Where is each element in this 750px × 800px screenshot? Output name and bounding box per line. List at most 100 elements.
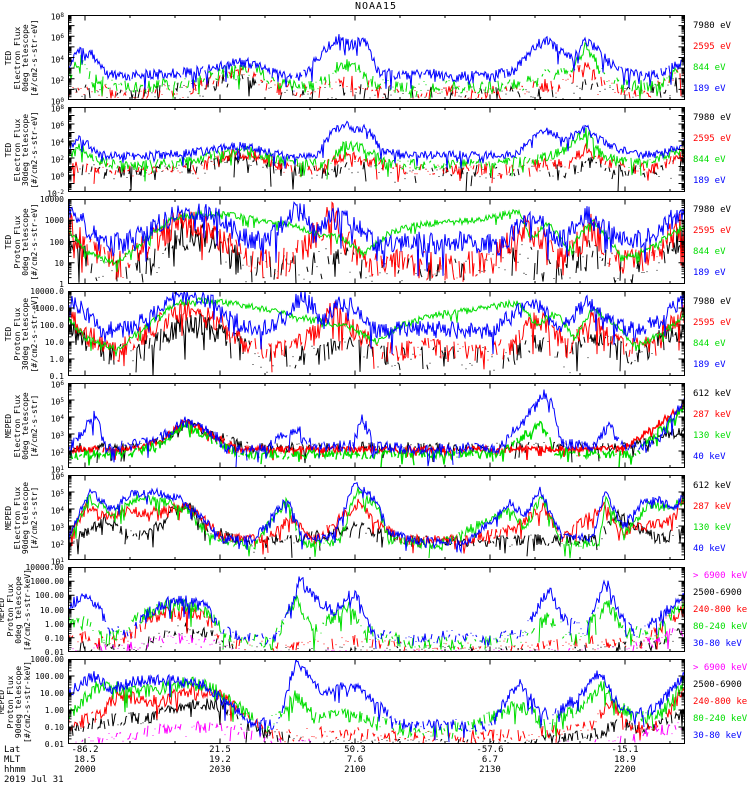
y-tick-label: 102 xyxy=(50,540,64,550)
panel-frame-ticks xyxy=(68,199,685,284)
y-tick-label: 1.0 xyxy=(49,355,64,364)
panel-frame-ticks xyxy=(68,15,685,100)
y-tick-label: 10000.0 xyxy=(30,287,64,296)
y-tick-label: 1000.00 xyxy=(30,577,64,587)
chart-title: NOAA15 xyxy=(354,1,398,12)
y-axis-title: TED Electron Flux 0deg telescope [#/cm2-s-s… xyxy=(4,18,39,97)
y-tick-label: 100 xyxy=(50,97,64,107)
y-axis-title: MEPED Electron Flux 90deg telescope [#/cm2-… xyxy=(4,481,39,554)
y-tick-label: 0.01 xyxy=(44,648,64,657)
legend-entry: 240-800 ke xyxy=(693,696,748,707)
legend-entry: 189 eV xyxy=(693,84,726,95)
legend-entry: 287 keV xyxy=(693,501,731,512)
y-tick-label: 101 xyxy=(50,465,64,475)
y-tick-label: 1 xyxy=(59,280,64,289)
panel-frame-ticks xyxy=(68,383,685,468)
y-tick-label: 102 xyxy=(50,155,64,165)
panel-ted-proton-0deg xyxy=(68,199,685,284)
y-tick-label: 101 xyxy=(50,557,64,567)
y-tick-label: 102 xyxy=(50,75,64,86)
legend-entry: 2595 eV xyxy=(693,225,731,236)
x-axis-row-label-mlt: MLT xyxy=(4,755,21,765)
series-ted-proton-30deg-1 xyxy=(68,301,685,373)
y-tick-label: 108 xyxy=(50,104,64,114)
panel-frame-ticks xyxy=(68,291,685,376)
x-tick-label: 2030 xyxy=(209,765,231,775)
panel-frame-ticks xyxy=(68,567,685,652)
panel-frame-ticks xyxy=(68,659,685,744)
y-tick-label: 100 xyxy=(49,237,64,247)
y-tick-label: 10000.00 xyxy=(25,563,64,572)
legend-entry: 189 eV xyxy=(693,176,726,187)
y-tick-label: 106 xyxy=(50,380,64,390)
y-tick-label: 10.00 xyxy=(39,689,64,698)
series-meped-proton-90deg-1 xyxy=(68,681,685,744)
series-ted-electron-30deg-2 xyxy=(68,127,685,182)
y-axis-title: MEPED Electron Flux 0deg telescope [#/cm2-s… xyxy=(4,391,39,460)
y-axis-title: TED Proton Flux 30deg telescope [#/cm2-s-st… xyxy=(4,294,39,373)
legend-entry: 287 keV xyxy=(693,409,731,420)
legend-entry: 2595 eV xyxy=(693,41,731,52)
y-tick-label: 104 xyxy=(50,138,64,148)
x-tick-label: 21.5 xyxy=(209,745,231,755)
legend-entry: 612 keV xyxy=(693,480,731,491)
y-tick-label: 106 xyxy=(50,472,64,482)
y-tick-label: 105 xyxy=(50,489,64,499)
series-ted-electron-0deg-3 xyxy=(68,34,685,92)
y-tick-label: 10.0 xyxy=(44,338,64,347)
legend-entry: 844 eV xyxy=(693,247,726,258)
y-tick-label: 1000.00 xyxy=(30,655,64,664)
y-axis-title: TED Electron Flux 30deg telescope [#/cm2-s-… xyxy=(4,110,39,189)
x-tick-label: 19.2 xyxy=(209,755,231,765)
series-meped-proton-0deg-4 xyxy=(68,576,685,649)
legend-entry: 7980 eV xyxy=(693,296,731,307)
legend-entry: 7980 eV xyxy=(693,20,731,31)
legend-entry: 2595 eV xyxy=(693,133,731,144)
legend-entry: 189 eV xyxy=(693,268,726,279)
legend-entry: 2500-6900 xyxy=(693,587,742,598)
panel-ted-proton-30deg xyxy=(68,291,685,376)
panel-frame-ticks xyxy=(68,107,685,192)
legend-entry: 2595 eV xyxy=(693,317,731,328)
y-tick-label: 1.00 xyxy=(44,706,64,715)
x-tick-label: 2130 xyxy=(479,765,501,775)
x-tick-label: 50.3 xyxy=(344,745,366,755)
y-tick-label: 105 xyxy=(50,397,64,407)
y-tick-label: 0.10 xyxy=(44,723,64,732)
x-tick-label: 18.5 xyxy=(74,755,96,765)
x-tick-label: -57.6 xyxy=(476,745,504,755)
legend-entry: 130 keV xyxy=(693,523,731,534)
y-tick-label: 1000 xyxy=(44,216,64,226)
y-tick-label: 0.01 xyxy=(44,740,64,749)
series-ted-electron-30deg-3 xyxy=(68,120,685,169)
legend-entry: 130 keV xyxy=(693,431,731,442)
date-label: 2019 Jul 31 xyxy=(4,775,64,785)
y-tick-label: 104 xyxy=(50,414,64,424)
y-tick-label: 104 xyxy=(50,506,64,516)
series-meped-proton-90deg-0 xyxy=(68,697,685,744)
y-tick-label: 10000 xyxy=(39,195,64,204)
y-tick-label: 1000.0 xyxy=(35,304,64,313)
legend-entry: 844 eV xyxy=(693,63,726,74)
legend-entry: 189 eV xyxy=(693,360,726,371)
y-axis-title: TED Proton Flux 0deg telescope [#/cm2-s-str… xyxy=(4,202,39,281)
y-tick-label: 10.00 xyxy=(39,605,64,615)
legend-entry: > 6900 keV xyxy=(693,570,748,581)
series-ted-proton-0deg-2 xyxy=(68,208,685,273)
y-tick-label: 103 xyxy=(50,431,64,441)
legend-entry: 30-80 keV xyxy=(693,638,742,649)
panel-meped-electron-0deg xyxy=(68,383,685,468)
x-tick-label: 2000 xyxy=(74,765,96,775)
y-axis-title: MEPED Proton Flux 0deg telescope [#/cm2-s-s… xyxy=(0,568,32,651)
y-axis-title: MEPED Proton Flux 90deg telescope [#/cm2-s-… xyxy=(0,660,32,743)
x-tick-label: 7.6 xyxy=(346,755,364,765)
y-tick-label: 0.1 xyxy=(49,372,64,381)
series-meped-electron-0deg-3 xyxy=(68,389,685,468)
panel-ted-electron-30deg xyxy=(68,107,685,192)
y-tick-label: 1.00 xyxy=(44,619,64,629)
panel-frame-ticks xyxy=(68,475,685,560)
y-tick-label: 106 xyxy=(50,33,64,43)
y-tick-label: 102 xyxy=(50,448,64,458)
y-tick-label: 100 xyxy=(50,172,64,182)
